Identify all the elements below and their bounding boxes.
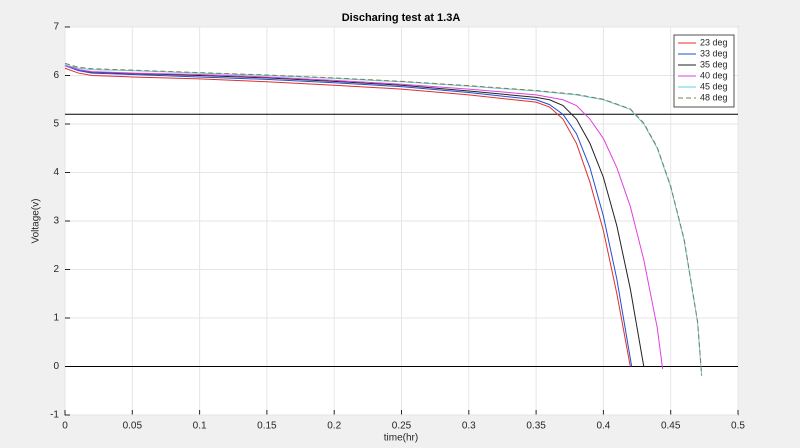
y-tick-label: 3 <box>53 216 59 227</box>
y-tick-label: 0 <box>53 361 59 372</box>
series-line <box>64 65 664 369</box>
x-tick-label: 0.05 <box>123 421 143 432</box>
legend-label: 23 deg <box>700 37 728 47</box>
y-axis-label: Voltage(v) <box>31 198 42 243</box>
y-tick-label: 1 <box>53 313 59 324</box>
legend-label: 33 deg <box>700 48 728 58</box>
series-line <box>64 62 703 376</box>
y-tick-label: 2 <box>53 264 59 275</box>
legend-box <box>673 34 735 108</box>
y-tick-label: -1 <box>50 410 59 421</box>
x-tick-label: 0.15 <box>257 421 277 432</box>
series-line <box>64 67 631 367</box>
x-tick-label: 0.3 <box>462 421 476 432</box>
x-tick-label: 0.2 <box>327 421 341 432</box>
y-tick-label: 6 <box>53 70 59 81</box>
legend-label: 40 deg <box>700 70 728 80</box>
x-tick-label: 0.25 <box>392 421 412 432</box>
y-tick-label: 4 <box>53 167 59 178</box>
x-tick-label: 0.35 <box>526 421 546 432</box>
x-tick-label: 0.4 <box>596 421 610 432</box>
x-tick-label: 0.1 <box>193 421 207 432</box>
legend-label: 48 deg <box>700 92 728 102</box>
y-tick-label: 5 <box>53 119 59 130</box>
chart-title: Discharing test at 1.3A <box>342 12 461 24</box>
x-tick-label: 0 <box>62 421 68 432</box>
x-tick-label: 0.5 <box>731 421 745 432</box>
x-axis-label: time(hr) <box>384 433 418 444</box>
series-line <box>64 65 633 367</box>
y-tick-label: 7 <box>53 22 59 33</box>
legend-label: 45 deg <box>700 81 728 91</box>
legend-label: 35 deg <box>700 59 728 69</box>
x-tick-label: 0.45 <box>661 421 681 432</box>
